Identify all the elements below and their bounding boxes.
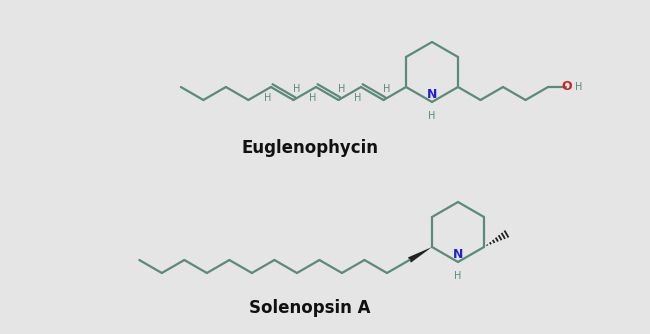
Text: H: H <box>292 84 300 94</box>
Text: H: H <box>428 111 436 121</box>
Text: H: H <box>383 84 390 94</box>
Text: H: H <box>309 93 317 103</box>
Text: H: H <box>265 93 272 103</box>
Text: H: H <box>354 93 361 103</box>
Text: Solenopsin A: Solenopsin A <box>249 299 370 317</box>
Text: Euglenophycin: Euglenophycin <box>242 139 378 157</box>
Polygon shape <box>408 247 432 263</box>
Text: N: N <box>453 248 463 261</box>
Text: O: O <box>562 80 573 94</box>
Text: H: H <box>575 82 583 92</box>
Text: N: N <box>427 88 437 101</box>
Text: H: H <box>454 271 462 281</box>
Text: H: H <box>338 84 345 94</box>
